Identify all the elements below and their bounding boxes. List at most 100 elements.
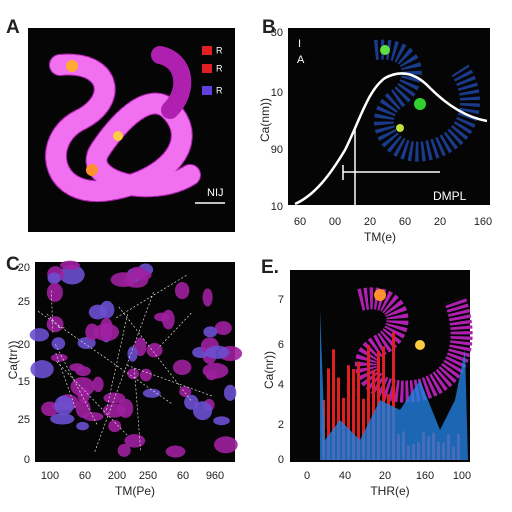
- cell: [29, 328, 50, 342]
- filament: [157, 312, 192, 349]
- corner-text: A: [297, 54, 305, 66]
- x-tick-label: 250: [139, 470, 157, 482]
- legend-swatch: [202, 86, 212, 95]
- x-tick-label: 60: [294, 216, 306, 228]
- x-tick-label: 00: [329, 216, 341, 228]
- filament: [55, 352, 76, 408]
- x-tick-label: 100: [453, 470, 471, 482]
- helix: [45, 46, 201, 203]
- cell: [165, 445, 186, 458]
- cell: [142, 388, 161, 398]
- cell: [134, 337, 147, 357]
- y-tick-label: 20: [18, 339, 30, 351]
- y-tick-label: 10: [271, 87, 283, 99]
- cell: [223, 384, 237, 401]
- y-tick-label: 6: [278, 339, 284, 351]
- y-tick-label: 20: [18, 262, 30, 274]
- bar: [327, 368, 330, 460]
- cell: [46, 316, 64, 333]
- cell: [59, 260, 80, 270]
- cell: [213, 436, 238, 454]
- cell-field: [29, 260, 243, 458]
- x-tick-label: 60: [79, 470, 91, 482]
- cell: [193, 401, 213, 421]
- bar: [347, 365, 350, 460]
- x-tick-label: 200: [108, 470, 126, 482]
- bar: [337, 377, 340, 460]
- filament: [133, 368, 141, 451]
- legend-text: R: [216, 85, 223, 95]
- y-tick-label: 30: [271, 27, 283, 39]
- y-tick-label: 2: [278, 419, 284, 431]
- helix: [354, 287, 473, 403]
- corner-text: I: [298, 38, 301, 50]
- x-axis-label: THR(e): [370, 484, 409, 498]
- legend-text: R: [216, 63, 223, 73]
- x-tick-label: 100: [41, 470, 59, 482]
- cell: [213, 416, 230, 426]
- filament: [56, 361, 128, 436]
- x-tick-label: 0: [304, 470, 310, 482]
- y-axis-label: Ca(nm)): [258, 98, 272, 142]
- y-tick-label: 15: [18, 376, 30, 388]
- x-tick-label: 20: [364, 216, 376, 228]
- filament: [106, 312, 129, 411]
- cell: [102, 403, 126, 418]
- helix-faint: [373, 39, 480, 162]
- y-tick-label: 90: [271, 144, 283, 156]
- cell: [59, 264, 85, 285]
- cell: [69, 363, 85, 372]
- panel-label: C: [6, 254, 20, 275]
- cell: [50, 353, 68, 362]
- panel-b-image: [288, 28, 490, 205]
- cell: [154, 312, 170, 322]
- cell: [108, 419, 122, 433]
- y-tick-label: 0: [278, 454, 284, 466]
- cell: [50, 413, 75, 425]
- bar: [362, 398, 365, 460]
- cell: [30, 360, 54, 379]
- filament: [55, 344, 98, 426]
- cell: [134, 270, 152, 281]
- x-tick-label: 960: [206, 470, 224, 482]
- filament: [114, 275, 187, 320]
- filament: [126, 364, 214, 397]
- bar: [352, 368, 355, 460]
- panel-label: A: [6, 17, 20, 38]
- legend-swatch: [202, 46, 212, 55]
- y-tick-label: 25: [18, 296, 30, 308]
- legend-swatch: [202, 64, 212, 73]
- y-tick-label: 0: [24, 454, 30, 466]
- x-tick-label: 20: [379, 470, 391, 482]
- cell: [75, 399, 91, 418]
- cell: [47, 272, 61, 285]
- cell: [54, 395, 74, 416]
- panel-label: E.: [261, 257, 279, 278]
- trace-area: [305, 290, 468, 460]
- cell: [124, 434, 146, 448]
- cell: [46, 282, 63, 302]
- cell: [127, 346, 138, 362]
- annotation: DMPL: [433, 189, 467, 203]
- x-axis-label: TM(e): [364, 230, 396, 244]
- cell: [205, 345, 230, 359]
- legend-text: R: [216, 45, 223, 55]
- y-axis-label: Ca(nr)): [262, 351, 276, 389]
- bar: [332, 349, 335, 460]
- cell: [110, 272, 137, 287]
- cell: [174, 281, 190, 300]
- cell: [76, 421, 89, 431]
- cell: [172, 359, 192, 375]
- filament: [50, 290, 54, 333]
- cell: [92, 376, 104, 393]
- cell: [139, 368, 152, 382]
- trace-curve: [294, 72, 488, 206]
- x-tick-label: 60: [177, 470, 189, 482]
- cell: [214, 321, 232, 336]
- bar: [357, 361, 360, 460]
- panel-label: B: [262, 17, 276, 38]
- y-tick-label: 10: [271, 201, 283, 213]
- cell: [127, 368, 140, 380]
- cell: [88, 304, 108, 320]
- x-tick-label: 60: [399, 216, 411, 228]
